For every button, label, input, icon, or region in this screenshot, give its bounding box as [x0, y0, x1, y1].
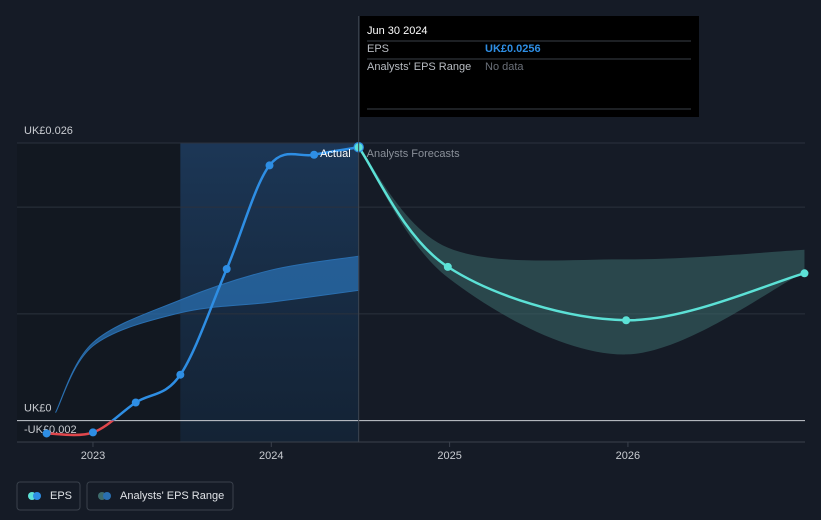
y-tick-label: UK£0.026 — [24, 125, 73, 137]
y-tick-label: -UK£0.002 — [24, 424, 77, 436]
legend-item[interactable] — [16, 481, 81, 511]
tooltip-value: No data — [485, 61, 524, 73]
eps-point — [88, 428, 97, 437]
eps-point — [265, 161, 274, 170]
eps-line — [46, 146, 359, 437]
y-tick-label: UK£0 — [24, 403, 52, 415]
legend-item[interactable] — [86, 481, 234, 511]
eps-point — [622, 316, 631, 325]
tooltip-value: UK£0.0256 — [485, 43, 541, 55]
eps-point — [131, 398, 140, 407]
tooltip-label: Analysts' EPS Range — [367, 61, 471, 73]
eps-point — [310, 150, 319, 159]
eps-point — [176, 370, 185, 379]
eps-point — [222, 265, 231, 274]
eps-line — [357, 146, 805, 322]
tooltip — [360, 16, 699, 117]
x-tick-label: 2026 — [616, 450, 640, 462]
eps-point — [42, 429, 51, 438]
legend-swatch — [103, 492, 111, 500]
x-tick-label: 2025 — [437, 450, 461, 462]
range-band — [358, 147, 805, 355]
legend-label: Analysts' EPS Range — [120, 490, 224, 502]
legend-label: EPS — [50, 490, 72, 502]
legend-swatch — [33, 492, 41, 500]
eps-point — [443, 262, 452, 271]
tooltip-label: EPS — [367, 43, 389, 55]
actual-label: Actual — [320, 148, 351, 160]
eps-point — [800, 269, 809, 278]
x-tick-label: 2024 — [259, 450, 283, 462]
forecast-label: Analysts Forecasts — [367, 148, 460, 160]
tooltip-date: Jun 30 2024 — [367, 25, 428, 37]
x-tick-label: 2023 — [81, 450, 105, 462]
